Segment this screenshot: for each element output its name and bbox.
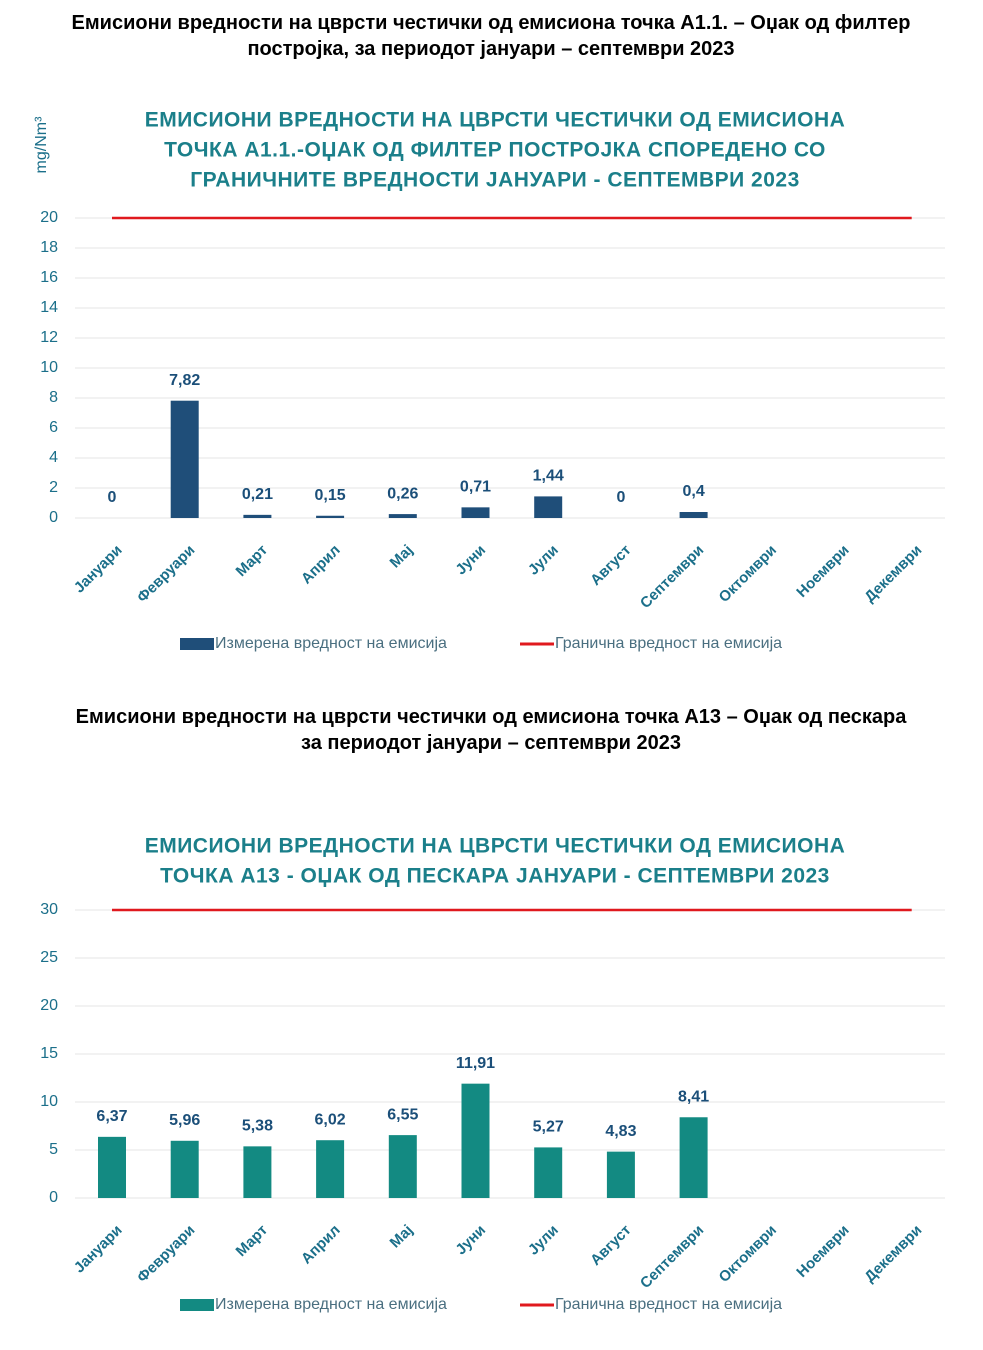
value-label: 0 xyxy=(616,489,625,506)
y-tick-label: 4 xyxy=(49,449,58,466)
y-tick-label: 20 xyxy=(40,997,58,1014)
x-tick-label: Ноември xyxy=(793,1222,852,1281)
bar xyxy=(388,514,417,518)
x-tick-label: Август xyxy=(587,1222,634,1269)
y-tick-label: 25 xyxy=(40,949,58,966)
y-tick-label: 30 xyxy=(40,901,58,918)
y-tick-label: 20 xyxy=(40,209,58,226)
legend-swatch xyxy=(180,1299,214,1311)
x-tick-label: Јануари xyxy=(71,542,126,597)
value-label: 6,02 xyxy=(315,1111,346,1128)
bar xyxy=(461,507,490,518)
x-tick-label: Февруари xyxy=(134,1222,198,1286)
bar xyxy=(98,1136,126,1198)
chart-title: ТОЧКА А13 - ОЏАК ОД ПЕСКАРА ЈАНУАРИ - СЕ… xyxy=(160,865,830,888)
bar xyxy=(316,1140,345,1198)
chart-title: ЕМИСИОНИ ВРЕДНОСТИ НА ЦВРСТИ ЧЕСТИЧКИ ОД… xyxy=(145,835,846,858)
bar xyxy=(316,515,345,518)
x-tick-label: Јули xyxy=(525,1222,562,1259)
value-label: 0,15 xyxy=(315,487,346,504)
value-label: 7,82 xyxy=(169,372,200,389)
value-label: 0 xyxy=(108,489,117,506)
x-tick-label: Ноември xyxy=(793,542,852,601)
legend-label: Гранична вредност на емисија xyxy=(555,1296,782,1313)
x-tick-label: Август xyxy=(587,542,634,589)
value-label: 8,41 xyxy=(678,1088,709,1105)
x-tick-label: Октомври xyxy=(716,542,780,606)
x-tick-label: Декември xyxy=(861,1222,925,1286)
y-tick-label: 12 xyxy=(40,329,58,346)
legend-label: Гранична вредност на емисија xyxy=(555,635,782,652)
legend-swatch xyxy=(180,638,214,650)
y-tick-label: 18 xyxy=(40,239,58,256)
y-axis-label: mg/Nm³ xyxy=(33,116,50,174)
x-tick-label: Октомври xyxy=(716,1222,780,1286)
legend-label: Измерена вредност на емисија xyxy=(215,635,447,652)
chart-title: ГРАНИЧНИТЕ ВРЕДНОСТИ ЈАНУАРИ - СЕПТЕМВРИ… xyxy=(190,169,800,192)
value-label: 6,55 xyxy=(387,1106,418,1123)
x-tick-label: Јули xyxy=(525,542,562,579)
x-tick-label: Јуни xyxy=(452,542,489,579)
y-tick-label: 5 xyxy=(49,1141,58,1158)
caption: Емисиони вредности на цврсти честички од… xyxy=(72,12,911,60)
x-tick-label: Април xyxy=(298,542,344,588)
x-tick-label: Септември xyxy=(637,1222,707,1292)
value-label: 4,83 xyxy=(605,1123,636,1140)
caption: Емисиони вредности на цврсти честички од… xyxy=(76,706,908,754)
value-label: 5,38 xyxy=(242,1118,273,1135)
x-tick-label: Февруари xyxy=(134,542,198,606)
y-tick-label: 14 xyxy=(40,299,58,316)
y-tick-label: 10 xyxy=(40,1093,58,1110)
bar xyxy=(679,512,708,518)
y-tick-label: 0 xyxy=(49,1189,58,1206)
bar xyxy=(243,514,272,518)
legend-label: Измерена вредност на емисија xyxy=(215,1296,447,1313)
y-tick-label: 6 xyxy=(49,419,58,436)
y-tick-label: 0 xyxy=(49,509,58,526)
bar xyxy=(606,1151,635,1198)
bar xyxy=(388,1135,417,1198)
y-tick-label: 2 xyxy=(49,479,58,496)
value-label: 0,71 xyxy=(460,479,491,496)
x-tick-label: Јануари xyxy=(71,1222,126,1277)
x-tick-label: Мај xyxy=(387,542,417,572)
x-tick-label: Декември xyxy=(861,542,925,606)
y-tick-label: 8 xyxy=(49,389,58,406)
x-tick-label: Април xyxy=(298,1222,344,1268)
bar xyxy=(679,1117,708,1198)
value-label: 11,91 xyxy=(456,1055,495,1072)
x-tick-label: Март xyxy=(233,1222,271,1260)
value-label: 5,96 xyxy=(169,1112,200,1129)
y-tick-label: 16 xyxy=(40,269,58,286)
y-tick-label: 10 xyxy=(40,359,58,376)
bar xyxy=(534,1147,563,1198)
bar xyxy=(461,1083,490,1198)
chart-title: ЕМИСИОНИ ВРЕДНОСТИ НА ЦВРСТИ ЧЕСТИЧКИ ОД… xyxy=(145,109,846,132)
value-label: 0,26 xyxy=(387,485,418,502)
value-label: 0,4 xyxy=(682,483,704,500)
x-tick-label: Јуни xyxy=(452,1222,489,1259)
value-label: 5,27 xyxy=(533,1119,564,1136)
x-tick-label: Септември xyxy=(637,542,707,612)
bar xyxy=(243,1146,272,1198)
bar xyxy=(170,400,199,518)
value-label: 0,21 xyxy=(242,486,273,503)
value-label: 1,44 xyxy=(533,468,564,485)
value-label: 6,37 xyxy=(96,1108,127,1125)
x-tick-label: Мај xyxy=(387,1222,417,1252)
chart-title: ТОЧКА А1.1.-ОЏАК ОД ФИЛТЕР ПОСТРОЈКА СПО… xyxy=(164,139,826,162)
bar xyxy=(534,496,563,518)
y-tick-label: 15 xyxy=(40,1045,58,1062)
bar xyxy=(170,1140,199,1198)
x-tick-label: Март xyxy=(233,542,271,580)
